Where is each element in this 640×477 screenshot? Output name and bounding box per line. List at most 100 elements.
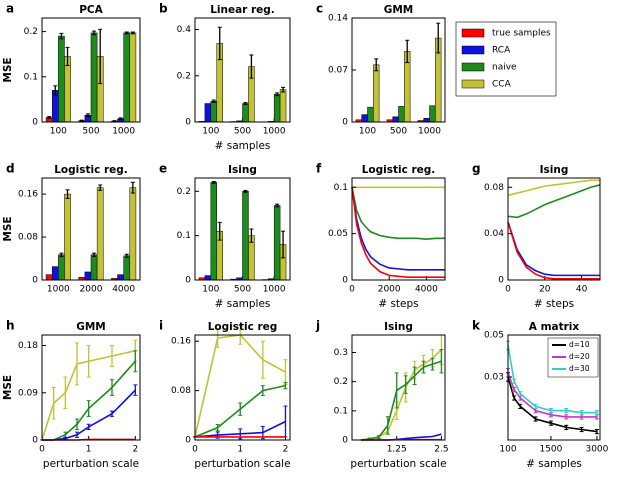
plot-frame bbox=[351, 177, 446, 281]
panel-title: Logistic reg bbox=[208, 321, 278, 333]
legend-label: true samples bbox=[492, 29, 551, 39]
x-tick-label: 1000 bbox=[47, 285, 70, 295]
y-tick-label: 0.09 bbox=[18, 388, 38, 398]
x-tick-label: 3000 bbox=[585, 445, 608, 455]
line bbox=[351, 187, 445, 271]
x-tick-label: 20 bbox=[539, 285, 551, 295]
line bbox=[507, 376, 598, 433]
line bbox=[351, 187, 445, 279]
legend-swatch bbox=[461, 28, 485, 38]
x-tick-label: 500 bbox=[82, 127, 99, 137]
y-tick-label: 0.2 bbox=[177, 187, 191, 197]
legend-label: naive bbox=[492, 63, 517, 73]
panel-letter: b bbox=[159, 2, 168, 16]
panel-title: Logistic reg. bbox=[362, 164, 436, 176]
y-axis-label: MSE bbox=[2, 57, 14, 82]
legend-swatch bbox=[461, 79, 485, 89]
y-tick-label: 0 bbox=[498, 276, 504, 286]
bar bbox=[58, 35, 65, 123]
line bbox=[507, 221, 600, 280]
panel-title: Ising bbox=[384, 321, 413, 333]
bar bbox=[123, 32, 131, 123]
bar bbox=[204, 103, 212, 123]
panel-title: GMM bbox=[76, 321, 106, 333]
x-tick-label: 0 bbox=[192, 445, 198, 455]
panel-letter: g bbox=[472, 162, 481, 176]
y-tick-label: 0 bbox=[342, 276, 348, 286]
x-axis-label: perturbation scale bbox=[43, 458, 139, 470]
x-tick-label: 2000 bbox=[80, 285, 103, 295]
panel-letter: d bbox=[6, 162, 15, 176]
panel-letter: e bbox=[159, 162, 167, 176]
y-tick-label: 0.08 bbox=[171, 386, 191, 396]
x-axis-label: perturbation scale bbox=[350, 458, 446, 470]
bar bbox=[96, 187, 104, 281]
bar bbox=[90, 254, 98, 281]
y-tick-label: 0.18 bbox=[18, 341, 38, 351]
x-tick-label: 1000 bbox=[418, 127, 441, 137]
x-tick-label: 0 bbox=[505, 285, 511, 295]
bar bbox=[90, 32, 98, 123]
x-tick-label: 2 bbox=[132, 445, 138, 455]
y-tick-label: 0.07 bbox=[328, 66, 348, 76]
bar bbox=[123, 255, 131, 281]
x-tick-label: 100 bbox=[202, 127, 219, 137]
bar bbox=[429, 105, 436, 123]
y-tick-label: 0.2 bbox=[334, 377, 348, 387]
bar bbox=[64, 193, 71, 281]
y-tick-label: 0 bbox=[342, 436, 348, 446]
x-tick-label: 4000 bbox=[415, 285, 438, 295]
x-tick-label: 100 bbox=[499, 445, 516, 455]
x-tick-label: 1500 bbox=[539, 445, 562, 455]
y-tick-label: 0.1 bbox=[334, 406, 348, 416]
panel-letter: f bbox=[316, 162, 322, 176]
y-tick-label: 0.03 bbox=[484, 373, 504, 383]
line bbox=[507, 184, 601, 219]
line bbox=[360, 360, 442, 441]
y-tick-label: 0 bbox=[185, 436, 191, 446]
x-axis-label: # steps bbox=[534, 298, 574, 310]
bar bbox=[273, 205, 281, 281]
y-tick-label: 0.08 bbox=[18, 233, 38, 243]
line bbox=[351, 187, 445, 241]
panel-letter: a bbox=[6, 2, 14, 16]
line bbox=[360, 349, 442, 441]
y-tick-label: 0.1 bbox=[24, 72, 38, 82]
plot-frame bbox=[507, 334, 601, 441]
x-tick-label: 2000 bbox=[378, 285, 401, 295]
x-tick-label: 1000 bbox=[263, 285, 286, 295]
x-tick-label: 1.25 bbox=[387, 445, 407, 455]
x-tick-label: 2 bbox=[283, 445, 289, 455]
legend-label: RCA bbox=[492, 46, 511, 56]
plot-frame bbox=[507, 177, 601, 281]
plot-frame bbox=[194, 334, 291, 441]
bar bbox=[64, 56, 71, 123]
y-tick-label: 0.05 bbox=[328, 229, 348, 239]
bar bbox=[242, 103, 249, 123]
legend-label: d=10 bbox=[569, 340, 590, 349]
x-tick-label: 4000 bbox=[112, 285, 135, 295]
y-tick-label: 0.16 bbox=[171, 337, 191, 347]
x-axis-label: # samples bbox=[526, 458, 582, 470]
bar bbox=[129, 187, 137, 281]
bar bbox=[129, 32, 137, 123]
bar bbox=[373, 64, 380, 123]
y-tick-label: 0 bbox=[185, 118, 191, 128]
panel-title: Logistic reg. bbox=[54, 164, 128, 176]
x-tick-label: 100 bbox=[359, 127, 376, 137]
x-tick-label: 100 bbox=[202, 285, 219, 295]
panel-letter: k bbox=[472, 319, 481, 333]
y-tick-label: 0.16 bbox=[18, 190, 38, 200]
x-axis-label: perturbation scale bbox=[194, 458, 290, 470]
panel-letter: i bbox=[159, 319, 163, 333]
bar bbox=[423, 118, 430, 123]
x-axis-label: # samples bbox=[215, 140, 271, 152]
x-tick-label: 500 bbox=[234, 285, 251, 295]
legend-label: d=20 bbox=[569, 352, 590, 361]
panel-letter: j bbox=[315, 319, 320, 333]
bar bbox=[51, 266, 59, 281]
x-tick-label: 1000 bbox=[263, 127, 286, 137]
y-tick-label: 0.04 bbox=[484, 229, 504, 239]
legend-label: d=30 bbox=[569, 364, 590, 373]
